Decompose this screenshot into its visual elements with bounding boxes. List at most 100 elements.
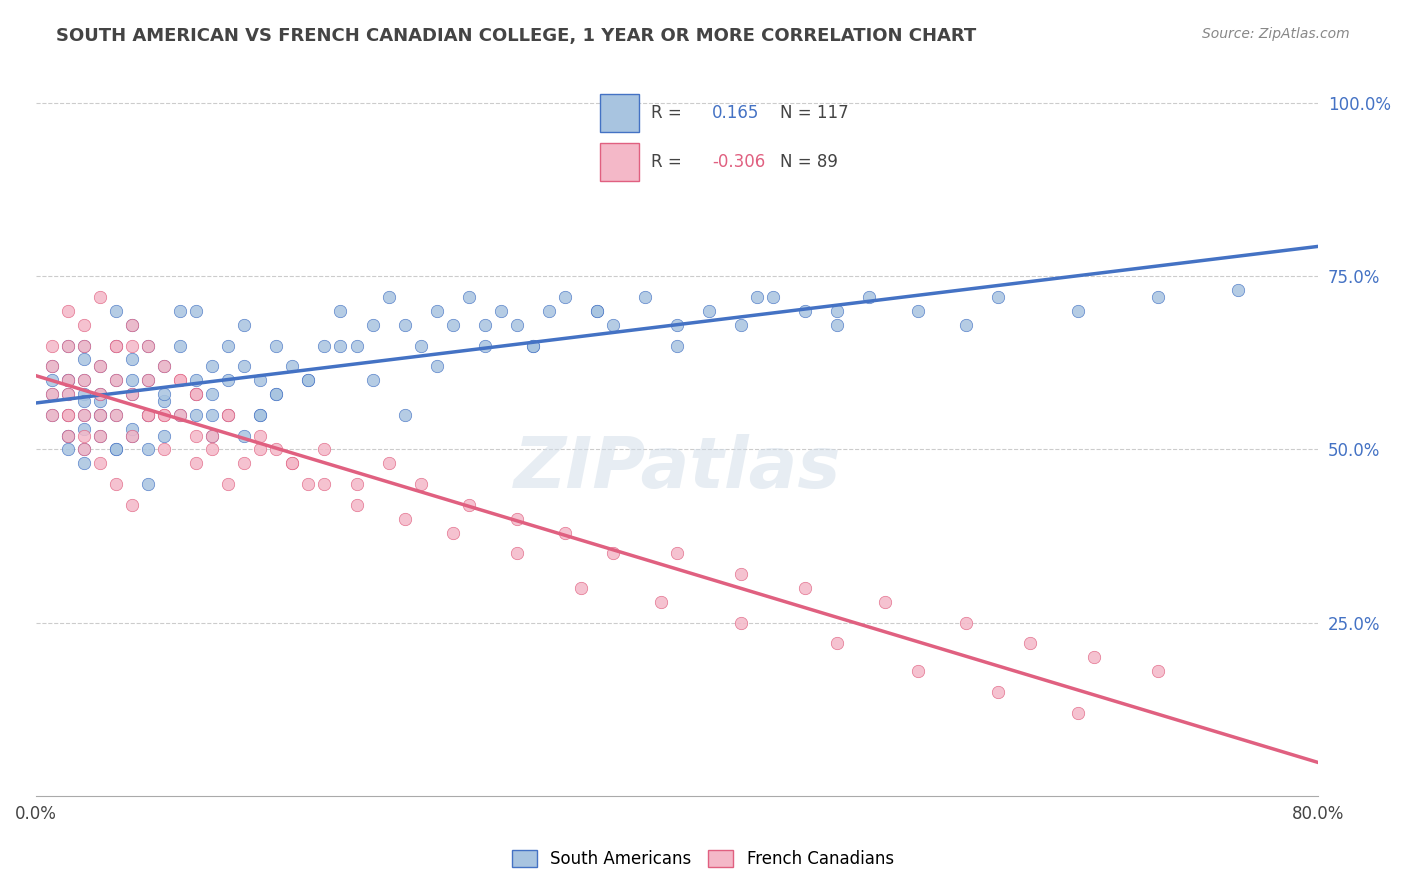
Point bbox=[105, 408, 128, 422]
Point bbox=[105, 442, 128, 457]
Point bbox=[217, 408, 239, 422]
Point bbox=[136, 442, 159, 457]
Point bbox=[537, 304, 560, 318]
Point bbox=[730, 318, 752, 332]
Point bbox=[136, 477, 159, 491]
Point bbox=[186, 304, 208, 318]
Point bbox=[56, 387, 79, 401]
Point bbox=[554, 525, 576, 540]
Point bbox=[186, 387, 208, 401]
Point bbox=[266, 442, 288, 457]
Point bbox=[73, 442, 96, 457]
Point bbox=[121, 318, 143, 332]
Point bbox=[233, 428, 256, 442]
Point bbox=[169, 373, 191, 387]
Point bbox=[329, 304, 352, 318]
Point bbox=[186, 373, 208, 387]
Point bbox=[955, 615, 977, 630]
Point bbox=[266, 387, 288, 401]
Point bbox=[329, 338, 352, 352]
Point bbox=[121, 338, 143, 352]
Point bbox=[105, 477, 128, 491]
Point bbox=[394, 318, 416, 332]
Point bbox=[217, 408, 239, 422]
Point bbox=[441, 318, 464, 332]
Point bbox=[73, 338, 96, 352]
Legend: South Americans, French Canadians: South Americans, French Canadians bbox=[506, 843, 900, 875]
Point bbox=[955, 318, 977, 332]
Point bbox=[281, 456, 304, 470]
Point bbox=[121, 387, 143, 401]
Point bbox=[201, 387, 224, 401]
Point bbox=[121, 428, 143, 442]
Point bbox=[56, 408, 79, 422]
Point bbox=[153, 408, 176, 422]
Point bbox=[41, 338, 63, 352]
Point bbox=[105, 373, 128, 387]
Point bbox=[314, 477, 336, 491]
Point bbox=[73, 442, 96, 457]
Point bbox=[394, 512, 416, 526]
Point bbox=[73, 394, 96, 409]
Point bbox=[522, 338, 544, 352]
Point bbox=[426, 304, 449, 318]
Point bbox=[89, 456, 111, 470]
Point bbox=[105, 373, 128, 387]
Point bbox=[201, 428, 224, 442]
Point bbox=[666, 318, 689, 332]
Point bbox=[506, 318, 529, 332]
Point bbox=[136, 373, 159, 387]
Point bbox=[121, 387, 143, 401]
Point bbox=[201, 359, 224, 374]
Point bbox=[153, 359, 176, 374]
Point bbox=[762, 290, 785, 304]
Point bbox=[1147, 664, 1170, 678]
Point bbox=[186, 428, 208, 442]
Point bbox=[73, 408, 96, 422]
Point bbox=[56, 387, 79, 401]
Point bbox=[586, 304, 609, 318]
Point bbox=[41, 387, 63, 401]
Point bbox=[186, 456, 208, 470]
Point bbox=[249, 428, 271, 442]
Point bbox=[489, 304, 512, 318]
Point bbox=[249, 442, 271, 457]
Point bbox=[281, 456, 304, 470]
Point bbox=[121, 318, 143, 332]
Point bbox=[186, 387, 208, 401]
Point bbox=[569, 581, 592, 595]
Point bbox=[56, 373, 79, 387]
Point bbox=[650, 595, 672, 609]
Point bbox=[249, 408, 271, 422]
Point bbox=[266, 338, 288, 352]
Point bbox=[201, 442, 224, 457]
Point bbox=[73, 456, 96, 470]
Point bbox=[136, 408, 159, 422]
Point bbox=[1227, 283, 1250, 297]
Point bbox=[56, 408, 79, 422]
Point bbox=[249, 373, 271, 387]
Point bbox=[827, 304, 849, 318]
Point bbox=[56, 373, 79, 387]
Point bbox=[41, 387, 63, 401]
Point bbox=[602, 546, 624, 560]
Point bbox=[1147, 290, 1170, 304]
Point bbox=[634, 290, 657, 304]
Point bbox=[730, 615, 752, 630]
Point bbox=[56, 408, 79, 422]
Point bbox=[666, 546, 689, 560]
Point bbox=[136, 408, 159, 422]
Point bbox=[121, 373, 143, 387]
Point bbox=[730, 567, 752, 582]
Point bbox=[297, 477, 319, 491]
Point bbox=[73, 422, 96, 436]
Point bbox=[105, 304, 128, 318]
Point bbox=[153, 394, 176, 409]
Point bbox=[153, 387, 176, 401]
Point bbox=[56, 428, 79, 442]
Point bbox=[457, 290, 479, 304]
Point bbox=[409, 338, 432, 352]
Point bbox=[457, 498, 479, 512]
Point bbox=[136, 408, 159, 422]
Point bbox=[121, 352, 143, 367]
